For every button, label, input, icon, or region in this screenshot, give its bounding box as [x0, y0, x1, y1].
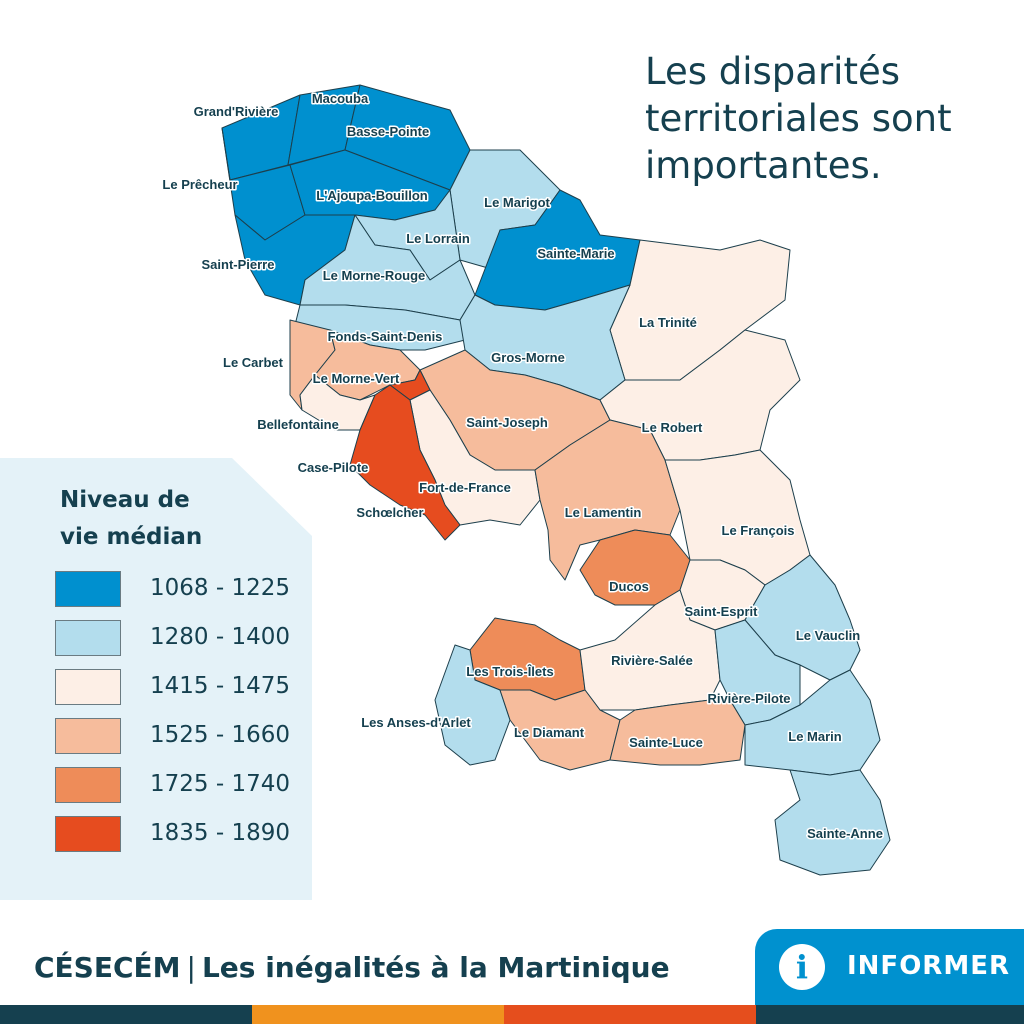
label-le-marigot: Le Marigot — [484, 195, 550, 210]
label-la-trinite: La Trinité — [639, 315, 697, 330]
legend-label-2: 1280 - 1400 — [150, 624, 290, 650]
label-schoelcher: Schœlcher — [356, 505, 423, 520]
page-title: Les disparités territoriales sont import… — [645, 48, 1005, 189]
title-line3: importantes. — [645, 144, 882, 187]
legend-label-6: 1835 - 1890 — [150, 820, 290, 846]
label-sainte-marie: Sainte-Marie — [537, 246, 614, 261]
region-sainte-anne — [774, 769, 891, 876]
legend-swatch-2 — [55, 620, 121, 656]
informer-button[interactable]: i INFORMER — [755, 929, 1024, 1005]
legend-title: Niveau de vie médian — [60, 482, 202, 556]
label-saint-esprit: Saint-Esprit — [685, 604, 759, 619]
legend-label-4: 1525 - 1660 — [150, 722, 290, 748]
label-macouba: Macouba — [312, 91, 369, 106]
label-le-vauclin: Le Vauclin — [796, 628, 860, 643]
label-saint-pierre: Saint-Pierre — [202, 257, 275, 272]
label-le-robert: Le Robert — [642, 420, 703, 435]
legend-label-3: 1415 - 1475 — [150, 673, 290, 699]
label-fonds-saint-denis: Fonds-Saint-Denis — [328, 329, 443, 344]
legend-label-1: 1068 - 1225 — [150, 575, 290, 601]
label-case-pilote: Case-Pilote — [298, 460, 369, 475]
footer-stripe-red — [504, 1005, 756, 1024]
info-icon: i — [779, 944, 825, 990]
label-les-trois-ilets: Les Trois-Îlets — [466, 664, 553, 679]
title-line2: territoriales sont — [645, 97, 952, 140]
legend-swatch-5 — [55, 767, 121, 803]
legend-swatch-6 — [55, 816, 121, 852]
label-le-morne-rouge: Le Morne-Rouge — [323, 268, 426, 283]
label-grand-riviere: Grand'Rivière — [194, 104, 279, 119]
footer-separator: | — [186, 951, 196, 984]
label-le-diamant: Le Diamant — [514, 725, 585, 740]
label-sainte-anne: Sainte-Anne — [807, 826, 883, 841]
title-line1: Les disparités — [645, 50, 901, 93]
label-riviere-pilote: Rivière-Pilote — [707, 691, 790, 706]
label-le-lamentin: Le Lamentin — [565, 505, 642, 520]
region-schoelcher — [349, 384, 461, 541]
label-le-francois: Le François — [722, 523, 795, 538]
label-le-marin: Le Marin — [788, 729, 842, 744]
label-l-ajoupa-bouillon: L'Ajoupa-Bouillon — [316, 188, 427, 203]
footer-stripe-orange — [252, 1005, 504, 1024]
legend-title-line2: vie médian — [60, 524, 203, 550]
label-les-anses-d-arlet: Les Anses-d'Arlet — [361, 715, 471, 730]
footer-stripe-dark-2 — [756, 1005, 1024, 1024]
label-le-morne-vert: Le Morne-Vert — [313, 371, 400, 386]
region-le-marin — [744, 669, 881, 776]
footer-subtitle: Les inégalités à la Martinique — [201, 951, 670, 984]
label-ducos: Ducos — [609, 579, 649, 594]
footer-stripe-dark — [0, 1005, 252, 1024]
region-les-anses-d-arlet — [434, 644, 511, 766]
informer-label: INFORMER — [847, 951, 1010, 981]
label-basse-pointe: Basse-Pointe — [347, 124, 429, 139]
label-bellefontaine: Bellefontaine — [257, 417, 339, 432]
label-gros-morne: Gros-Morne — [491, 350, 565, 365]
label-le-lorrain: Le Lorrain — [406, 231, 470, 246]
label-sainte-luce: Sainte-Luce — [629, 735, 703, 750]
brand-name: CÉSECÉM — [34, 951, 181, 984]
legend-title-line1: Niveau de — [60, 487, 190, 513]
legend-label-5: 1725 - 1740 — [150, 771, 290, 797]
label-saint-joseph: Saint-Joseph — [466, 415, 548, 430]
label-fort-de-france: Fort-de-France — [419, 480, 511, 495]
label-le-carbet: Le Carbet — [223, 355, 284, 370]
footer-title: CÉSECÉM | Les inégalités à la Martinique — [34, 951, 670, 984]
label-riviere-salee: Rivière-Salée — [611, 653, 693, 668]
legend-swatch-1 — [55, 571, 121, 607]
legend-swatch-3 — [55, 669, 121, 705]
legend-swatch-4 — [55, 718, 121, 754]
label-le-precheur: Le Prêcheur — [162, 177, 237, 192]
